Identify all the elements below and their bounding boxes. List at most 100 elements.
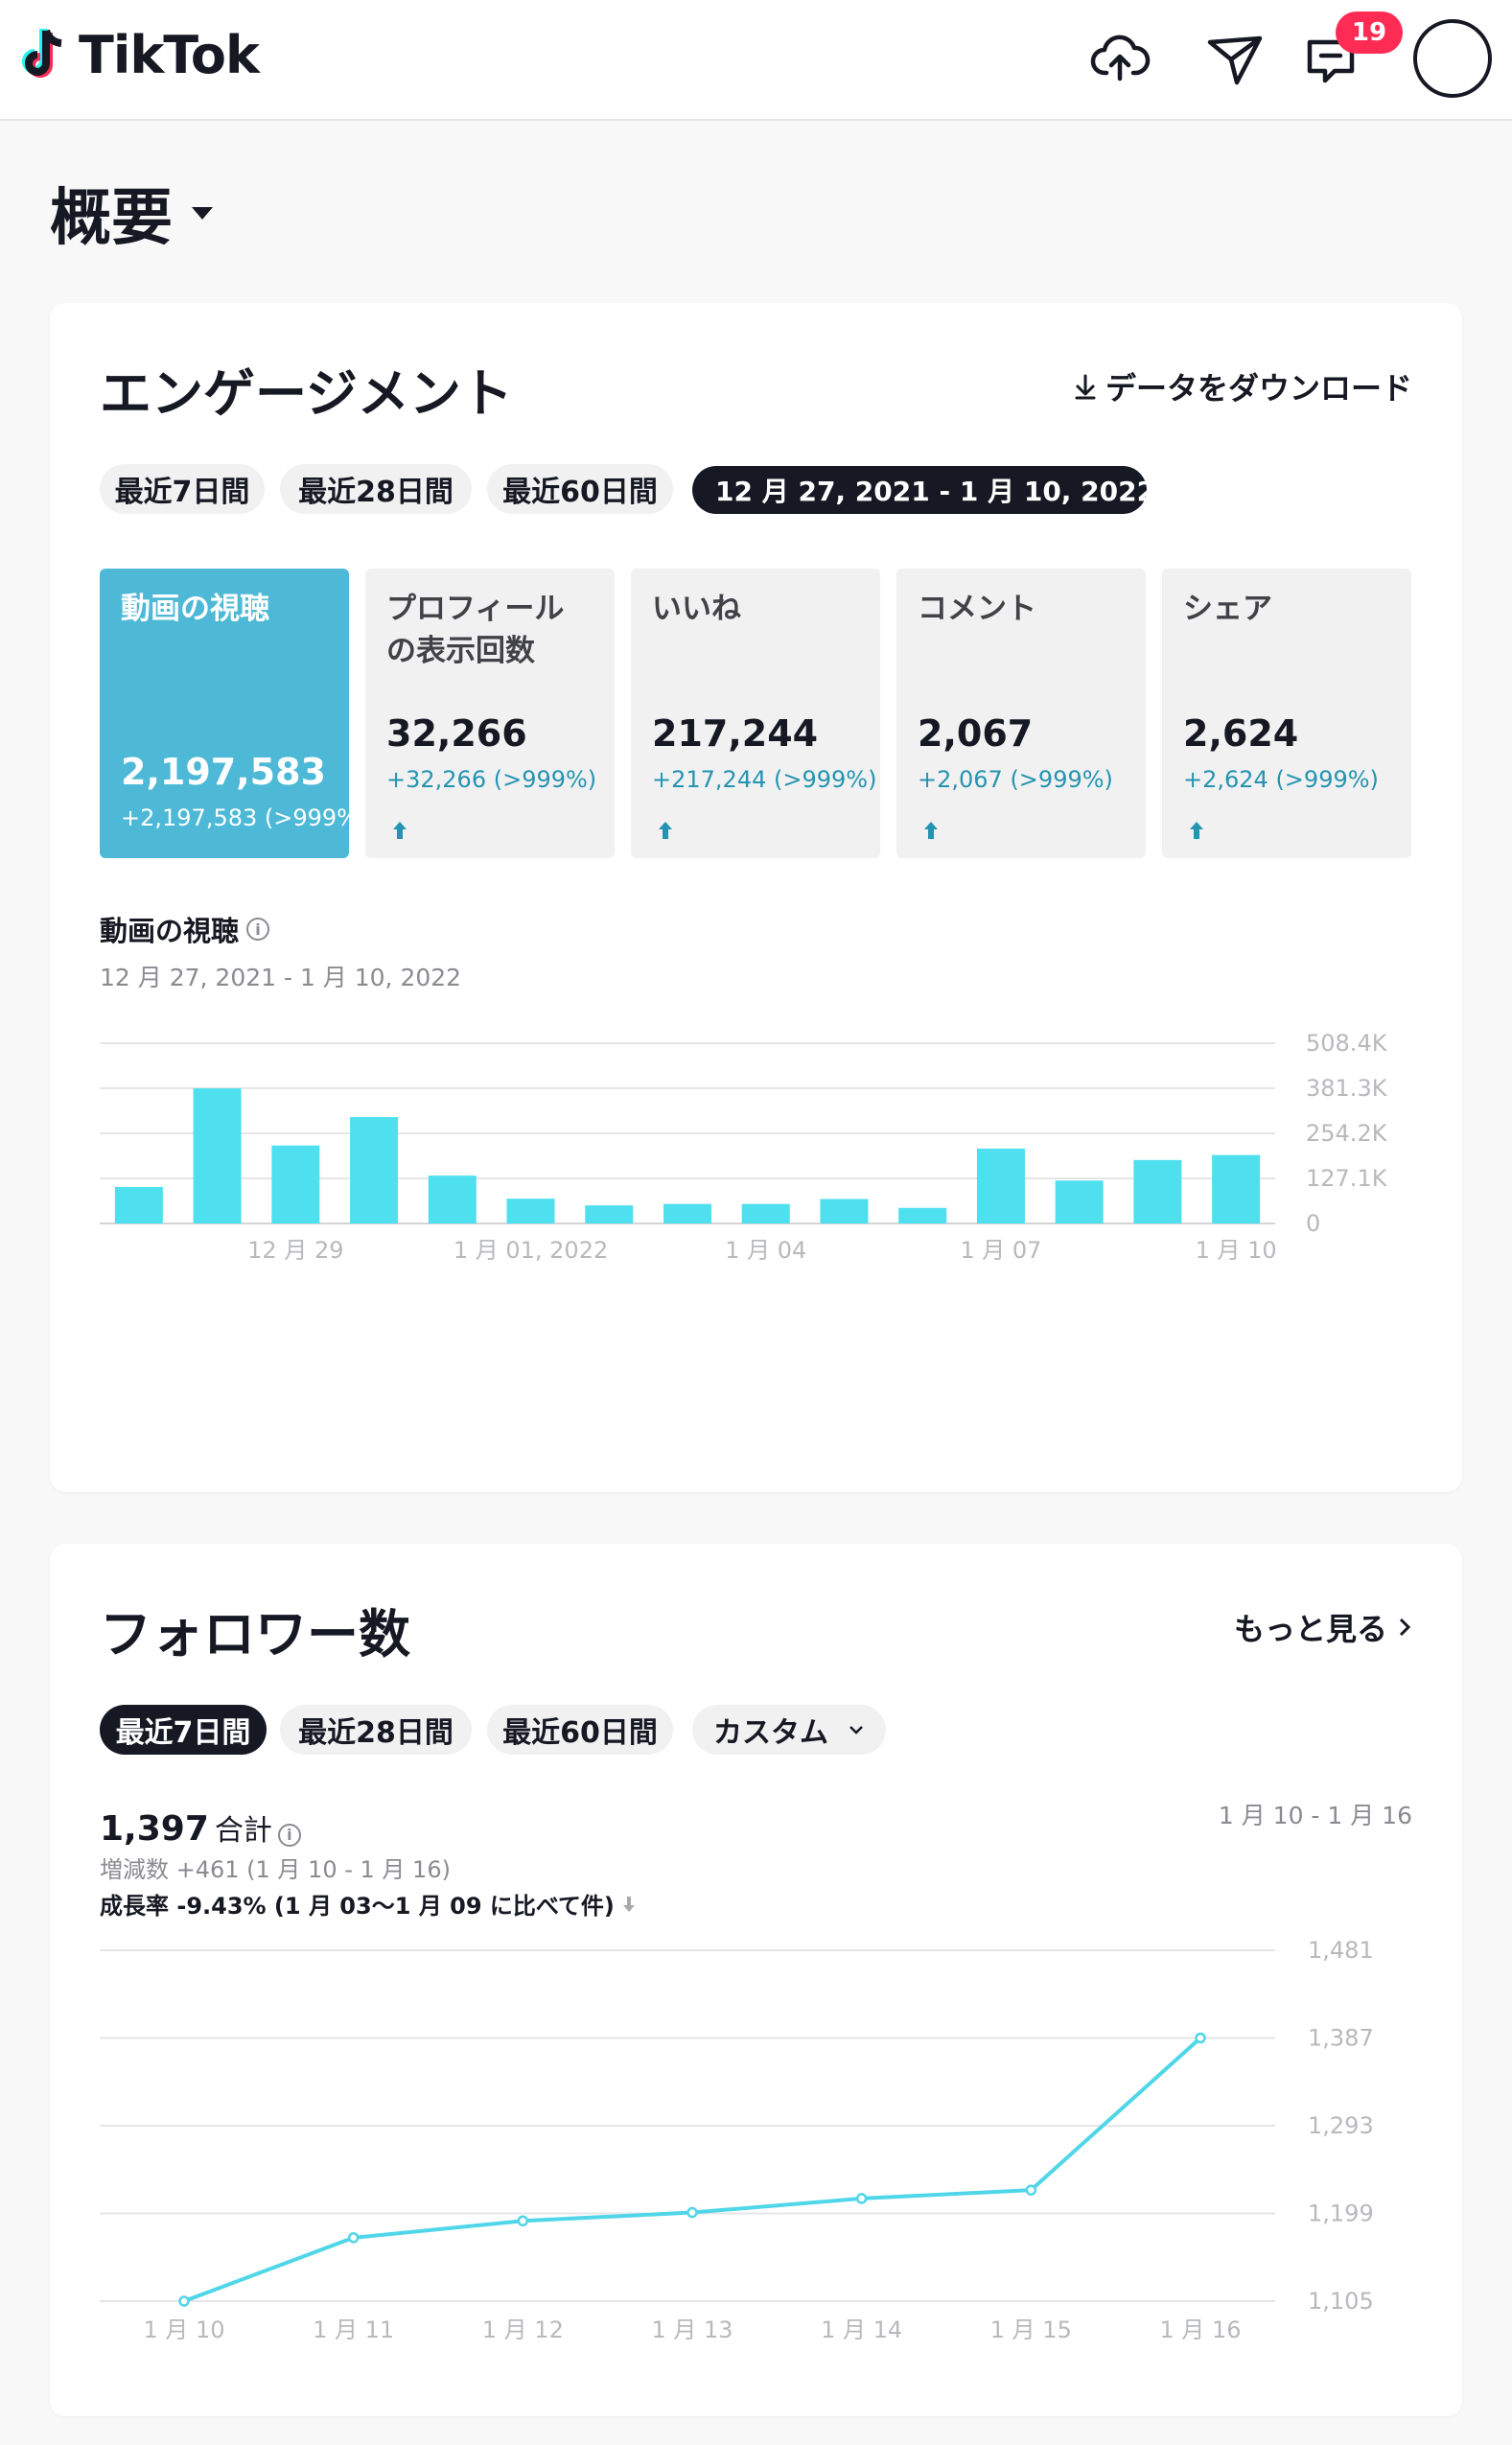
bar (193, 1088, 242, 1223)
custom-range-label: カスタム (713, 1716, 828, 1750)
logo-text: TikTok (79, 25, 260, 85)
x-tick-label: 1 月 15 (990, 2317, 1072, 2343)
x-tick-label: 12 月 29 (247, 1237, 343, 1264)
metric-comments[interactable]: コメント 2,067 +2,067 (>999%) (896, 569, 1146, 858)
y-tick-label: 1,105 (1308, 2288, 1374, 2315)
bar (350, 1117, 399, 1223)
range-28-days[interactable]: 最近28日間 (280, 1705, 472, 1755)
chevron-down-icon (849, 1726, 863, 1735)
x-tick-label: 1 月 10 (1196, 1237, 1277, 1264)
metric-value: 217,244 (652, 712, 819, 755)
x-tick-label: 1 月 04 (725, 1237, 806, 1264)
x-tick-label: 1 月 13 (651, 2317, 733, 2343)
followers-card: フォロワー数 もっと見る 最近7日間 最近28日間 最近60日間 カスタム 1 … (50, 1544, 1462, 2416)
data-point (1025, 2184, 1037, 2196)
metric-delta: +32,266 (>999%) (386, 766, 597, 793)
y-tick-label: 127.1K (1306, 1165, 1388, 1192)
followers-date-range: 1 月 10 - 1 月 16 (1218, 1802, 1412, 1829)
arrow-up-icon (393, 822, 407, 839)
info-icon[interactable]: i (246, 918, 270, 941)
bar (585, 1205, 634, 1223)
bar (898, 1207, 947, 1223)
metric-delta: +2,197,583 (>999% (121, 804, 349, 831)
followers-growth: 成長率 -9.43% (1 月 03〜1 月 09 に比べて件) (100, 1887, 636, 1921)
bar (741, 1203, 790, 1223)
bar (1212, 1154, 1261, 1223)
arrow-up-icon (1190, 822, 1203, 839)
see-more-link[interactable]: もっと見る (1234, 1605, 1412, 1649)
data-point (347, 2232, 360, 2244)
growth-text: 成長率 -9.43% (1 月 03〜1 月 09 に比べて件) (100, 1893, 615, 1920)
data-point (178, 2295, 190, 2307)
top-navigation-bar: TikTok 19 (0, 0, 1512, 121)
caret-down-icon (192, 206, 213, 220)
metric-value: 2,624 (1183, 712, 1299, 755)
y-tick-label: 508.4K (1306, 1032, 1388, 1057)
followers-change: 増減数 +461 (1 月 10 - 1 月 16) (100, 1856, 451, 1883)
followers-total-value: 1,397 (100, 1809, 209, 1849)
date-range-picker[interactable]: 12 月 27, 2021 - 1 月 10, 2022 (692, 466, 1155, 514)
send-icon[interactable] (1204, 29, 1266, 90)
metric-label: シェア (1183, 592, 1272, 626)
metric-profile-views[interactable]: プロフィール の表示回数 32,266 +32,266 (>999%) (365, 569, 615, 858)
tiktok-logo-icon (22, 28, 62, 78)
y-tick-label: 1,387 (1308, 2025, 1374, 2052)
y-tick-label: 254.2K (1306, 1120, 1388, 1147)
video-views-bar-chart: 0 127.1K 254.2K 381.3K 508.4K 12 月 29 1 月 01, … (100, 1032, 1388, 1264)
data-point (855, 2193, 868, 2204)
video-views-chart-title: 動画の視聴 i (100, 909, 270, 949)
y-tick-label: 1,293 (1308, 2112, 1374, 2139)
metric-delta: +217,244 (>999%) (652, 766, 877, 793)
metric-video-views[interactable]: 動画の視聴 2,197,583 +2,197,583 (>999% (100, 569, 349, 858)
arrow-up-icon (659, 822, 672, 839)
bar (663, 1203, 711, 1223)
page-title: 概要 (50, 183, 173, 254)
bar (1133, 1159, 1182, 1223)
engagement-card: エンゲージメント データをダウンロード 最近7日間 最近28日間 最近60日間 … (50, 303, 1462, 1492)
x-tick-label: 1 月 16 (1159, 2317, 1241, 2343)
upload-cloud-icon[interactable] (1089, 29, 1151, 90)
metric-value: 2,197,583 (121, 751, 326, 793)
x-tick-label: 1 月 07 (960, 1237, 1041, 1264)
metric-value: 2,067 (918, 712, 1034, 755)
y-tick-label: 1,481 (1308, 1937, 1374, 1964)
followers-total-suffix: 合計 (214, 1814, 272, 1848)
metric-label: コメント (918, 592, 1036, 626)
download-data-button[interactable]: データをダウンロード (1075, 364, 1412, 408)
x-tick-label: 1 月 01, 2022 (454, 1237, 608, 1264)
y-tick-label: 1,199 (1308, 2200, 1374, 2227)
range-60-days[interactable]: 最近60日間 (487, 464, 673, 514)
metric-likes[interactable]: いいね 217,244 +217,244 (>999%) (631, 569, 880, 858)
download-label: データをダウンロード (1105, 370, 1412, 407)
bar (820, 1199, 869, 1223)
range-7-days[interactable]: 最近7日間 (100, 1705, 267, 1755)
range-60-days[interactable]: 最近60日間 (487, 1705, 673, 1755)
metric-delta: +2,624 (>999%) (1183, 766, 1379, 793)
chart-date-range: 12 月 27, 2021 - 1 月 10, 2022 (100, 964, 462, 991)
bar (1055, 1180, 1104, 1223)
tiktok-logo[interactable]: TikTok (17, 25, 260, 85)
page-title-dropdown[interactable]: 概要 (50, 169, 213, 257)
arrow-up-icon (924, 822, 938, 839)
y-tick-label: 381.3K (1306, 1075, 1388, 1102)
chevron-right-icon (1399, 1618, 1411, 1637)
metric-delta: +2,067 (>999%) (918, 766, 1113, 793)
range-7-days[interactable]: 最近7日間 (100, 464, 265, 514)
info-icon[interactable]: i (277, 1823, 301, 1847)
metric-value: 32,266 (386, 712, 527, 755)
custom-range-dropdown[interactable]: カスタム (692, 1705, 886, 1755)
bar (114, 1186, 163, 1223)
y-tick-label: 0 (1306, 1210, 1320, 1237)
series-line (183, 2037, 1202, 2303)
engagement-title: エンゲージメント (100, 363, 513, 424)
bar (428, 1176, 477, 1223)
bar (976, 1148, 1025, 1223)
bar (506, 1199, 555, 1223)
date-range-label: 12 月 27, 2021 - 1 月 10, 2022 (715, 476, 1156, 507)
avatar[interactable] (1413, 19, 1492, 98)
range-28-days[interactable]: 最近28日間 (280, 464, 472, 514)
data-point (517, 2215, 529, 2227)
data-point (1195, 2032, 1206, 2044)
metric-shares[interactable]: シェア 2,624 +2,624 (>999%) (1162, 569, 1411, 858)
bar (271, 1145, 320, 1223)
